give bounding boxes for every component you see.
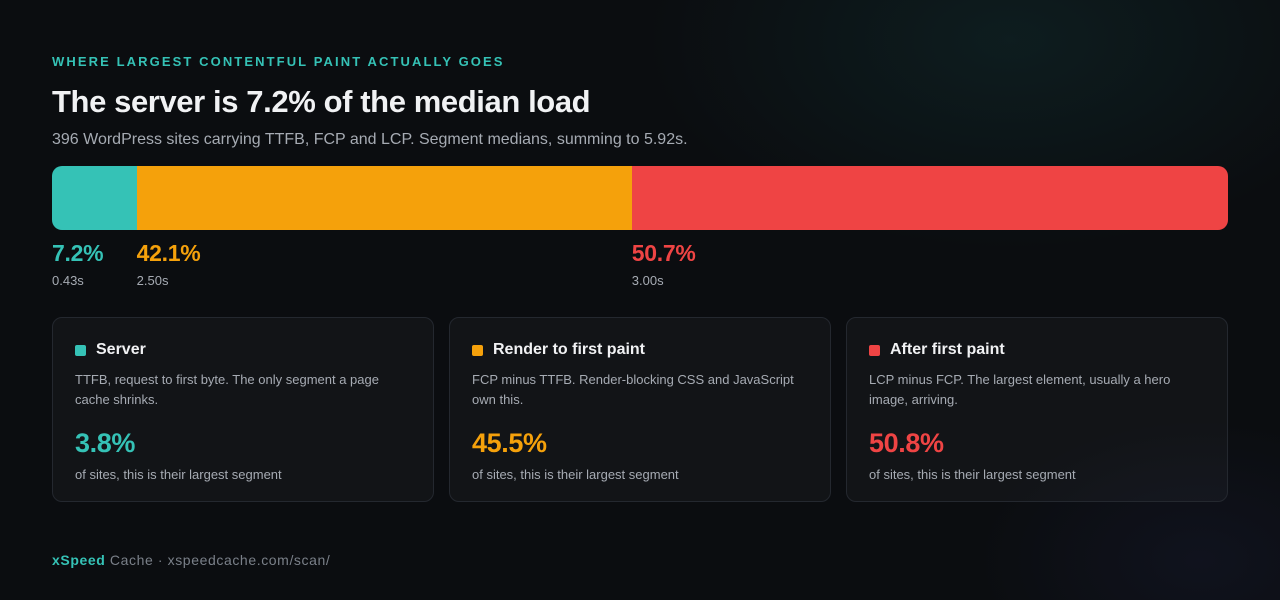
card-title: After first paint	[890, 341, 1005, 358]
card-note: of sites, this is their largest segment	[75, 467, 282, 482]
infographic: WHERE LARGEST CONTENTFUL PAINT ACTUALLY …	[52, 0, 1228, 600]
card-stat: 45.5%	[472, 428, 547, 458]
stacked-bar	[52, 166, 1228, 230]
segment-time: 0.43s	[52, 273, 84, 288]
segment-percent: 50.7%	[631, 240, 696, 266]
card-description: TTFB, request to first byte. The only se…	[75, 372, 379, 407]
segment-time: 3.00s	[631, 273, 664, 288]
page-title: The server is 7.2% of the median load	[52, 84, 591, 119]
card-title: Render to first paint	[493, 341, 646, 358]
bar-segment	[631, 166, 1228, 230]
card-title: Server	[96, 341, 146, 358]
card-after-first-paint: After first paint LCP minus FCP. The lar…	[846, 317, 1228, 502]
segment-label: 50.7% 3.00s	[632, 240, 696, 288]
card-note: of sites, this is their largest segment	[869, 467, 1076, 482]
swatch-icon	[472, 344, 483, 356]
eyebrow-label: WHERE LARGEST CONTENTFUL PAINT ACTUALLY …	[52, 54, 505, 69]
footer-credit: xSpeed Cache · xspeedcache.com/scan/	[52, 552, 330, 568]
card-description: LCP minus FCP. The largest element, usua…	[869, 372, 1171, 407]
footer-brand: xSpeed	[52, 552, 106, 568]
segment-labels: 7.2% 0.43s 42.1% 2.50s 50.7% 3.00s	[52, 240, 1228, 296]
bar-segment	[52, 166, 137, 230]
segment-percent: 42.1%	[136, 240, 201, 266]
bar-segment	[136, 166, 632, 230]
card-server: Server TTFB, request to first byte. The …	[52, 317, 434, 502]
page-subtitle: 396 WordPress sites carrying TTFB, FCP a…	[52, 131, 688, 148]
segment-cards: Server TTFB, request to first byte. The …	[52, 317, 1228, 502]
segment-percent: 7.2%	[52, 240, 104, 266]
segment-time: 2.50s	[136, 273, 169, 288]
swatch-icon	[75, 344, 86, 356]
card-note: of sites, this is their largest segment	[472, 467, 679, 482]
card-render-to-first-paint: Render to first paint FCP minus TTFB. Re…	[449, 317, 831, 502]
footer-text: Cache · xspeedcache.com/scan/	[105, 552, 331, 568]
card-stat: 3.8%	[75, 428, 135, 458]
card-stat: 50.8%	[869, 428, 944, 458]
segment-label: 42.1% 2.50s	[137, 240, 201, 288]
card-description: FCP minus TTFB. Render-blocking CSS and …	[472, 372, 794, 407]
swatch-icon	[869, 344, 880, 356]
segment-label: 7.2% 0.43s	[52, 240, 104, 288]
